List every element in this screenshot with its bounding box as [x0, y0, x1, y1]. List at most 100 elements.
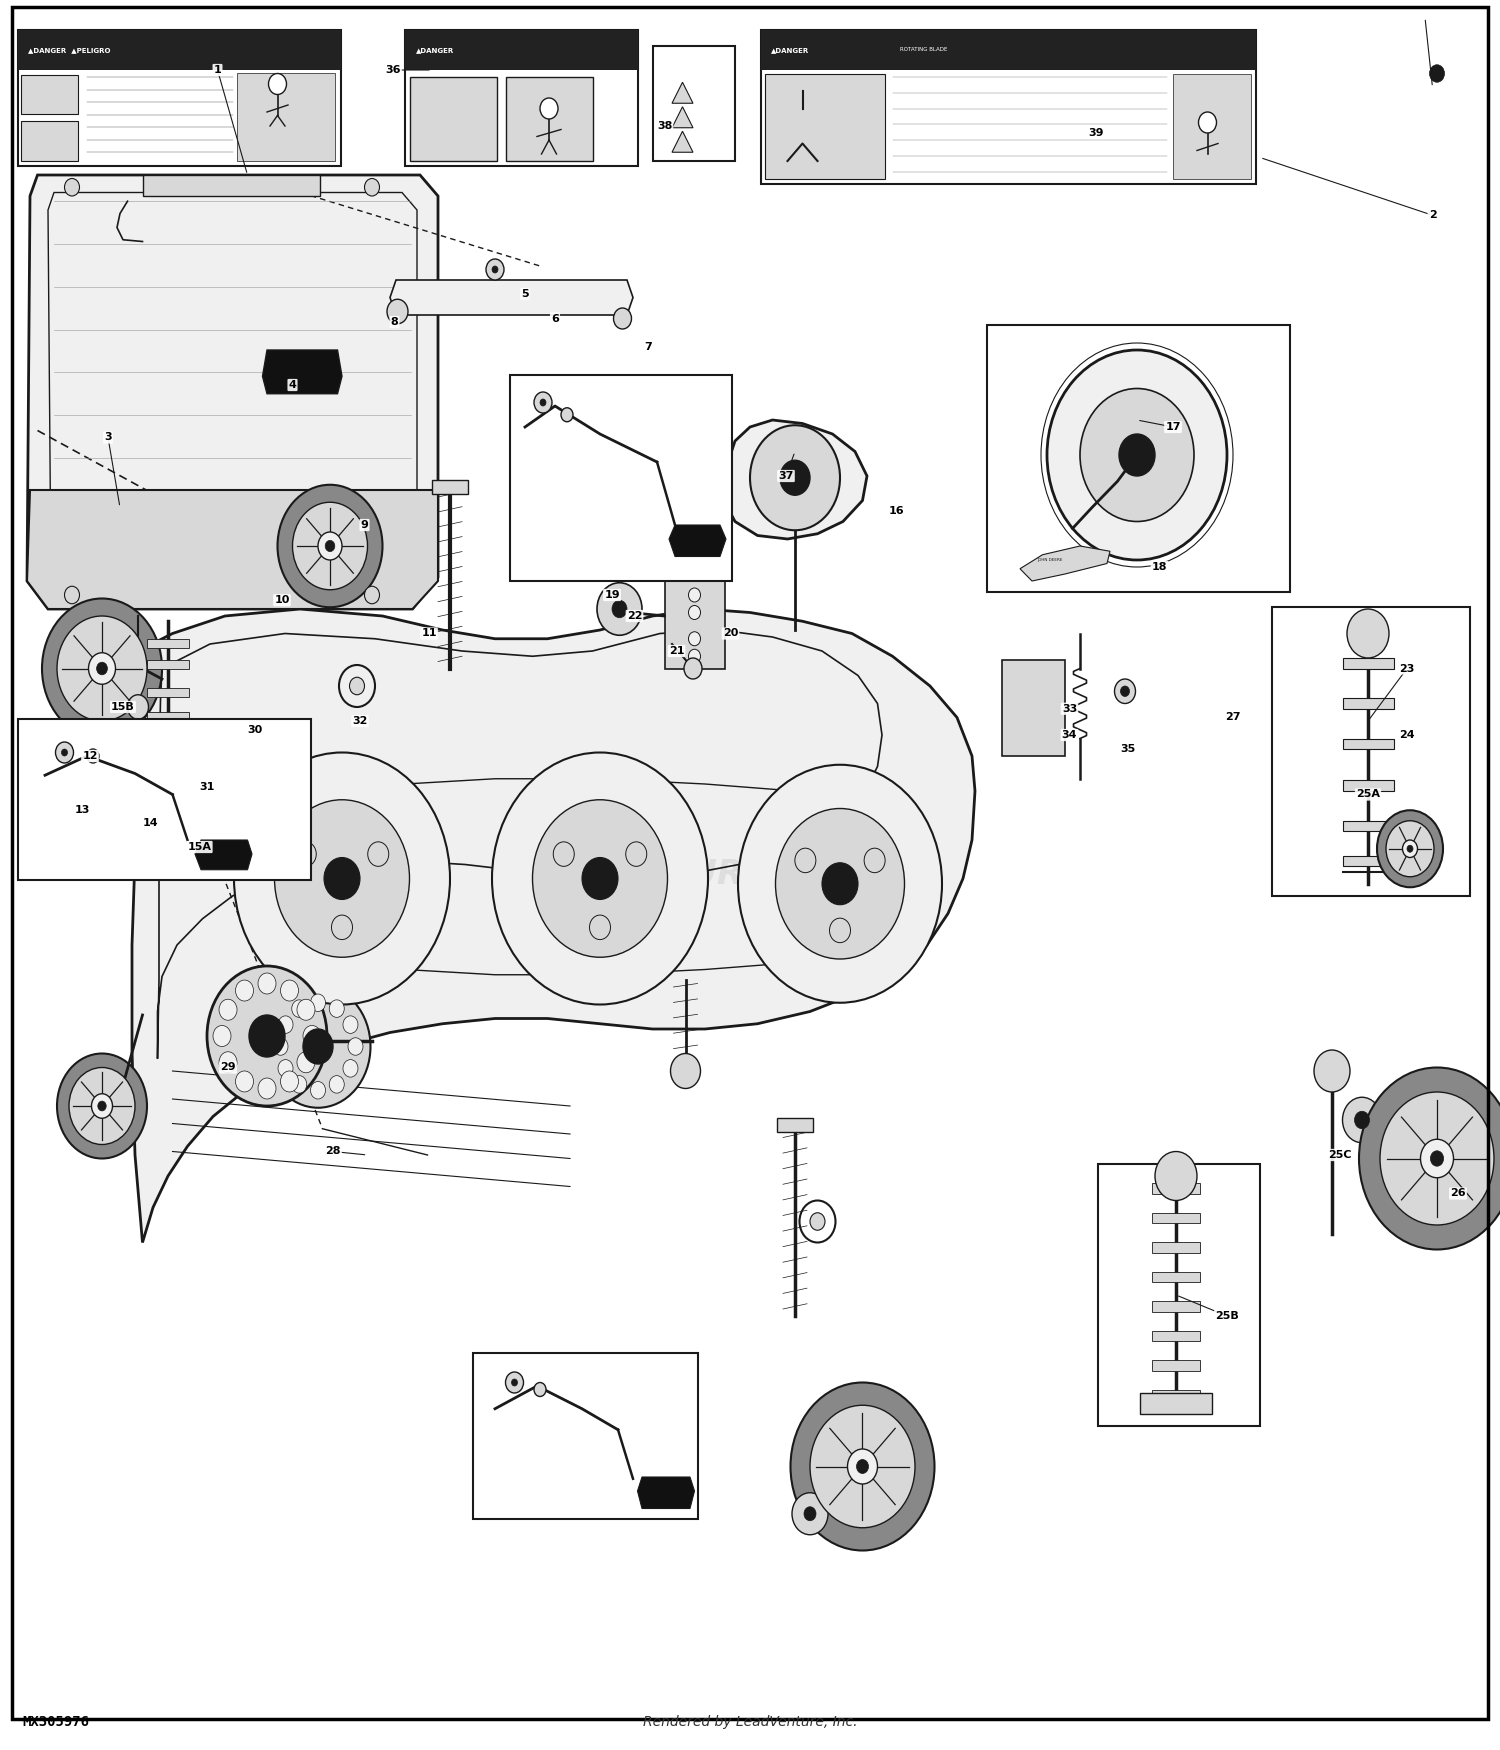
Circle shape: [236, 1071, 254, 1092]
Circle shape: [506, 1372, 524, 1393]
Text: 14: 14: [142, 817, 158, 828]
Text: 21: 21: [669, 646, 684, 656]
Circle shape: [1420, 1139, 1454, 1178]
Bar: [1342, 698, 1394, 709]
Circle shape: [1047, 350, 1227, 560]
Bar: [1152, 1300, 1200, 1311]
Text: ROTATING BLADE: ROTATING BLADE: [900, 47, 948, 52]
Circle shape: [1347, 609, 1389, 658]
Circle shape: [364, 178, 380, 196]
Circle shape: [822, 863, 858, 905]
Polygon shape: [669, 525, 726, 556]
Polygon shape: [27, 175, 438, 609]
Polygon shape: [723, 420, 867, 539]
Text: 17: 17: [1166, 422, 1180, 432]
Bar: [18, 30, 340, 166]
Circle shape: [670, 1054, 700, 1088]
Bar: [1342, 856, 1394, 866]
Circle shape: [207, 966, 327, 1106]
Bar: [987, 326, 1290, 592]
Circle shape: [213, 1026, 231, 1046]
Text: 6: 6: [550, 313, 560, 324]
Circle shape: [258, 1078, 276, 1099]
Circle shape: [561, 408, 573, 422]
Circle shape: [56, 742, 74, 763]
Bar: [1140, 1393, 1212, 1414]
Circle shape: [1380, 1092, 1494, 1225]
Circle shape: [1080, 388, 1194, 522]
Circle shape: [1119, 434, 1155, 476]
Circle shape: [268, 74, 286, 94]
Polygon shape: [672, 131, 693, 152]
Circle shape: [326, 541, 334, 551]
Circle shape: [87, 749, 99, 763]
Circle shape: [69, 1068, 135, 1144]
Text: 38: 38: [657, 121, 672, 131]
Circle shape: [582, 858, 618, 900]
Circle shape: [291, 999, 306, 1017]
Circle shape: [1342, 1097, 1382, 1143]
Bar: [18, 719, 310, 880]
Circle shape: [153, 779, 183, 814]
Text: 28: 28: [326, 1146, 340, 1157]
Circle shape: [62, 749, 68, 756]
Circle shape: [364, 586, 380, 604]
Circle shape: [804, 1507, 816, 1521]
Text: 10: 10: [274, 595, 290, 605]
Circle shape: [856, 1460, 868, 1474]
Bar: [1342, 658, 1394, 668]
Circle shape: [57, 1054, 147, 1158]
Text: 33: 33: [1062, 704, 1077, 714]
Bar: [1272, 607, 1470, 896]
Text: 39: 39: [1089, 128, 1104, 138]
Bar: [237, 74, 334, 161]
Text: 26: 26: [1450, 1188, 1466, 1199]
Circle shape: [344, 1015, 358, 1032]
Text: 30: 30: [248, 724, 262, 735]
Circle shape: [1155, 1152, 1197, 1200]
Text: 8: 8: [390, 317, 399, 327]
Circle shape: [1359, 1068, 1500, 1250]
Bar: [472, 1353, 698, 1519]
Circle shape: [626, 842, 646, 866]
Circle shape: [1120, 686, 1130, 696]
Circle shape: [847, 1449, 877, 1484]
Polygon shape: [132, 609, 975, 1242]
Bar: [147, 660, 189, 668]
Circle shape: [790, 1382, 934, 1550]
Circle shape: [162, 789, 174, 803]
Circle shape: [280, 980, 298, 1001]
Circle shape: [540, 98, 558, 119]
Polygon shape: [262, 350, 342, 394]
Circle shape: [274, 800, 410, 957]
Circle shape: [278, 1059, 292, 1076]
Circle shape: [330, 1076, 344, 1094]
Polygon shape: [638, 1477, 694, 1508]
Bar: [1098, 1164, 1260, 1426]
Circle shape: [297, 1052, 315, 1073]
Circle shape: [310, 1082, 326, 1099]
Bar: [147, 688, 189, 696]
Circle shape: [534, 1382, 546, 1396]
Circle shape: [236, 980, 254, 1001]
Text: ▲DANGER: ▲DANGER: [771, 47, 810, 52]
Text: 9: 9: [360, 520, 369, 530]
Bar: [18, 30, 340, 70]
Bar: [1002, 660, 1065, 756]
Circle shape: [292, 502, 368, 590]
Text: 31: 31: [200, 782, 214, 793]
Circle shape: [42, 598, 162, 738]
Text: 3: 3: [104, 432, 112, 443]
Circle shape: [795, 849, 816, 873]
Text: 13: 13: [75, 805, 90, 816]
Circle shape: [830, 919, 850, 943]
Bar: [760, 30, 1256, 184]
Circle shape: [597, 583, 642, 635]
Circle shape: [1314, 1050, 1350, 1092]
Circle shape: [810, 1213, 825, 1230]
Circle shape: [92, 1094, 112, 1118]
Circle shape: [291, 1076, 306, 1094]
Bar: [1342, 821, 1394, 831]
Circle shape: [486, 259, 504, 280]
Text: ▲DANGER  ▲PELIGRO: ▲DANGER ▲PELIGRO: [28, 47, 111, 52]
